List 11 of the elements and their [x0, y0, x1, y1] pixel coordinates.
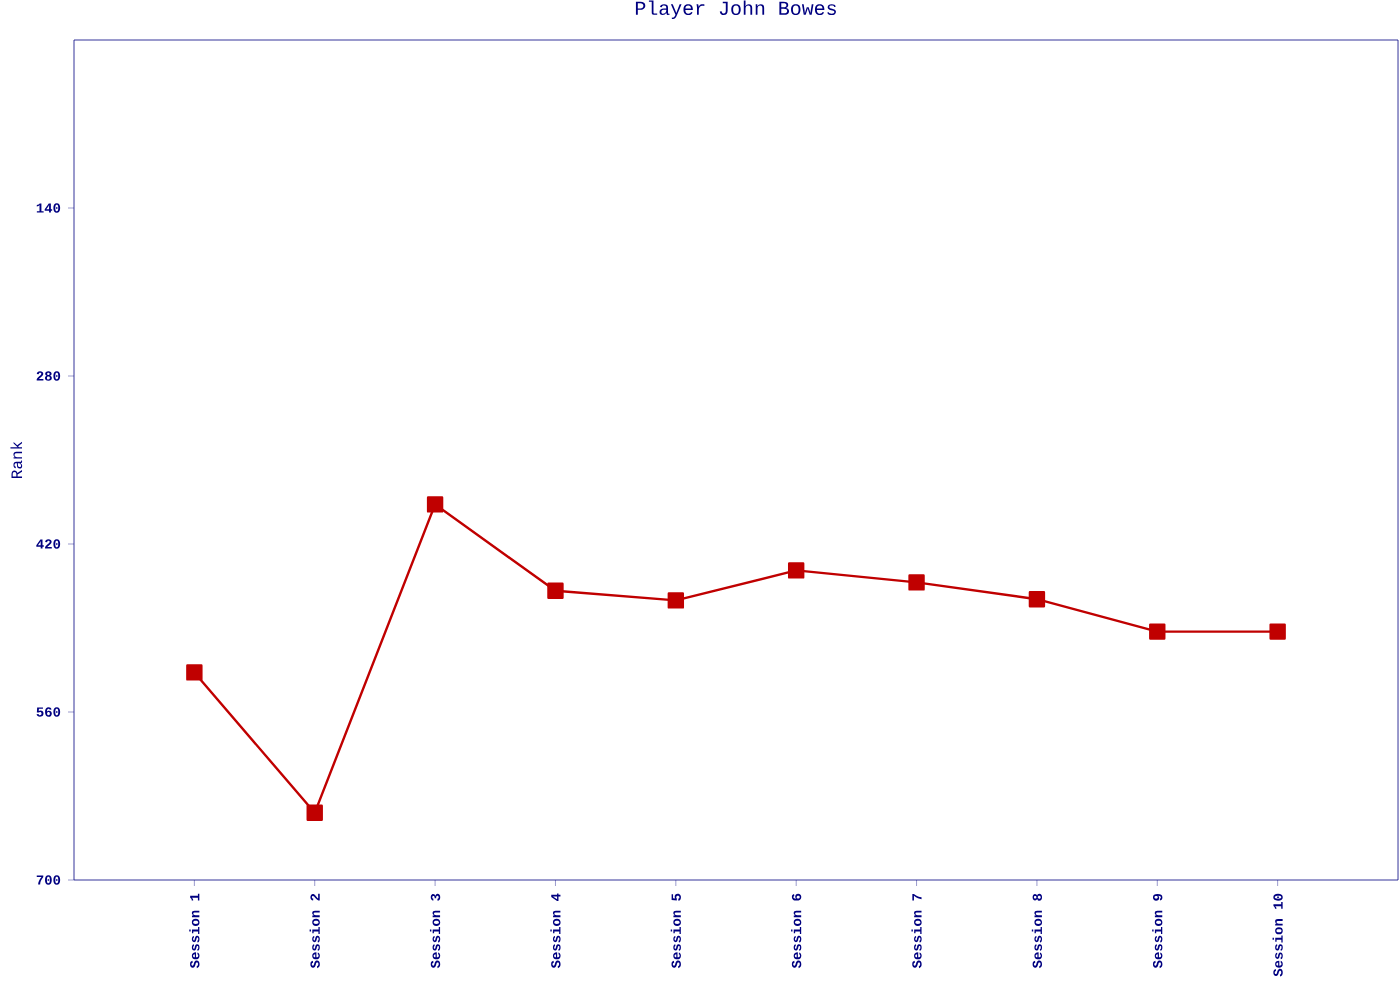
chart-title: Player John Bowes	[635, 0, 836, 19]
point	[1028, 591, 1046, 608]
point	[667, 592, 685, 609]
point	[186, 664, 203, 681]
point	[306, 804, 323, 822]
point	[1269, 623, 1286, 640]
point	[547, 582, 564, 599]
point	[1149, 623, 1166, 640]
point	[426, 496, 444, 513]
point	[787, 562, 805, 579]
point	[908, 574, 925, 591]
